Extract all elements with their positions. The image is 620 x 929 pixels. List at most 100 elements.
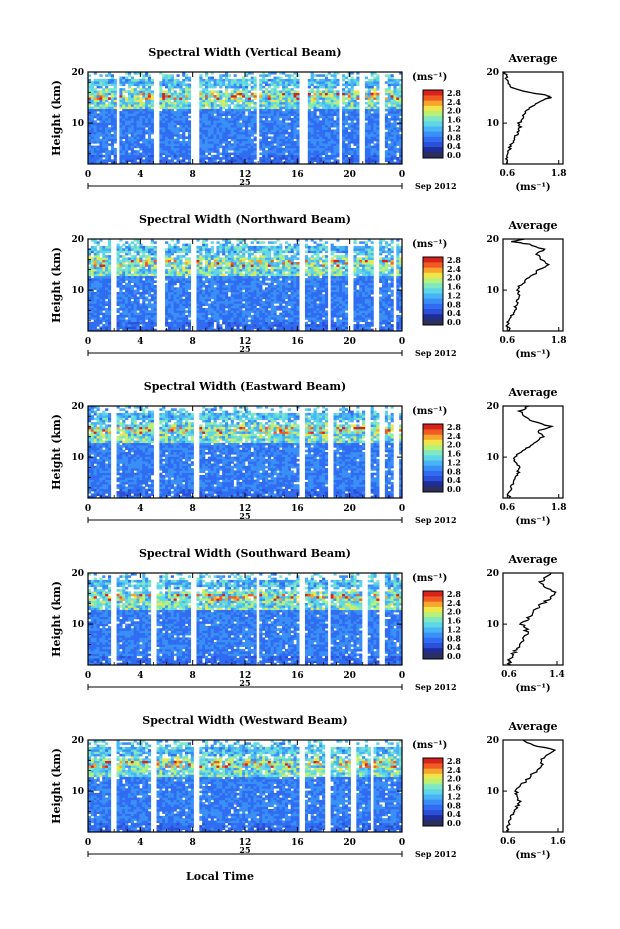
heatmap-cell bbox=[393, 134, 397, 137]
heatmap-cell bbox=[399, 134, 403, 137]
heatmap-cell bbox=[116, 324, 120, 327]
heatmap-cell bbox=[187, 319, 192, 323]
heatmap-cell bbox=[310, 88, 314, 91]
heatmap-cell bbox=[102, 97, 106, 100]
heatmap-cell bbox=[179, 266, 183, 270]
heatmap-cell bbox=[225, 90, 229, 93]
heatmap-cell bbox=[370, 157, 374, 160]
heatmap-cell bbox=[150, 78, 154, 82]
heatmap-cell bbox=[88, 314, 92, 318]
heatmap-cell bbox=[199, 152, 203, 156]
heatmap-cell bbox=[93, 99, 97, 103]
heatmap-cell bbox=[210, 108, 214, 112]
heatmap-cell bbox=[162, 113, 166, 116]
heatmap-cell bbox=[344, 154, 349, 158]
heatmap-cell bbox=[147, 88, 152, 91]
heatmap-cell bbox=[107, 314, 112, 318]
heatmap-cell bbox=[239, 136, 243, 139]
heatmap-cell bbox=[125, 154, 129, 158]
heatmap-cell bbox=[322, 115, 326, 119]
heatmap-cell bbox=[187, 141, 192, 144]
heatmap-cell bbox=[284, 108, 289, 112]
heatmap-cell bbox=[107, 72, 112, 75]
heatmap-cell bbox=[227, 321, 232, 325]
heatmap-cell bbox=[344, 106, 349, 110]
heatmap-cell bbox=[253, 138, 257, 142]
heatmap-cell bbox=[182, 122, 186, 126]
heatmap-cell bbox=[173, 147, 177, 151]
heatmap-cell bbox=[99, 245, 103, 249]
heatmap-cell bbox=[324, 147, 329, 151]
colorbar-tick-label: 0.0 bbox=[447, 150, 461, 160]
heatmap-cell bbox=[296, 145, 300, 149]
heatmap-cell bbox=[173, 83, 177, 87]
heatmap-cell bbox=[127, 301, 132, 304]
heatmap-cell bbox=[330, 90, 334, 93]
heatmap-cell bbox=[176, 273, 180, 277]
heatmap-cell bbox=[290, 104, 294, 107]
heatmap-cell bbox=[170, 124, 174, 128]
heatmap-cell bbox=[210, 92, 214, 96]
heatmap-cell bbox=[236, 78, 240, 82]
heatmap-cell bbox=[267, 104, 271, 107]
heatmap-cell bbox=[296, 118, 300, 121]
heatmap-cell bbox=[130, 131, 134, 135]
heatmap-cell bbox=[147, 280, 152, 283]
heatmap-cell bbox=[185, 115, 189, 119]
heatmap-cell bbox=[207, 262, 212, 265]
heatmap-cell bbox=[399, 90, 403, 93]
heatmap-cell bbox=[239, 143, 243, 146]
heatmap-cell bbox=[239, 92, 243, 96]
heatmap-cell bbox=[167, 90, 172, 93]
heatmap-cell bbox=[173, 157, 177, 160]
heatmap-cell bbox=[199, 83, 203, 87]
heatmap-cell bbox=[145, 124, 149, 128]
heatmap-cell bbox=[307, 150, 311, 153]
heatmap-cell bbox=[170, 248, 174, 251]
heatmap-cell bbox=[130, 104, 134, 107]
heatmap-cell bbox=[390, 92, 394, 96]
heatmap-cell bbox=[322, 138, 326, 142]
heatmap-cell bbox=[313, 78, 317, 82]
heatmap-cell bbox=[247, 147, 251, 151]
heatmap-cell bbox=[236, 122, 240, 126]
heatmap-cell bbox=[176, 305, 180, 309]
heatmap-cell bbox=[293, 92, 297, 96]
heatmap-cell bbox=[287, 76, 291, 80]
heatmap-cell bbox=[290, 83, 294, 87]
heatmap-cell bbox=[185, 271, 189, 274]
heatmap-cell bbox=[167, 92, 172, 96]
heatmap-cell bbox=[367, 115, 371, 119]
heatmap-cell bbox=[207, 141, 212, 144]
heatmap-cell bbox=[187, 296, 192, 300]
heatmap-cell bbox=[182, 294, 186, 297]
heatmap-cell bbox=[273, 152, 277, 156]
heatmap-cell bbox=[253, 154, 257, 158]
heatmap-cell bbox=[150, 259, 154, 263]
heatmap-cell bbox=[90, 312, 94, 316]
heatmap-cell bbox=[99, 291, 103, 295]
heatmap-cell bbox=[102, 159, 106, 162]
heatmap-cell bbox=[150, 308, 154, 311]
heatmap-cell bbox=[202, 92, 206, 96]
heatmap-cell bbox=[287, 122, 291, 126]
heatmap-cell bbox=[133, 268, 137, 272]
heatmap-cell bbox=[176, 99, 180, 103]
heatmap-cell bbox=[105, 312, 109, 316]
heatmap-cell bbox=[125, 314, 129, 318]
heatmap-cell bbox=[147, 268, 152, 272]
heatmap-cell bbox=[396, 108, 400, 112]
heatmap-cell bbox=[150, 127, 154, 130]
heatmap-cell bbox=[176, 78, 180, 82]
heatmap-cell bbox=[93, 310, 97, 313]
heatmap-cell bbox=[179, 273, 183, 277]
heatmap-cell bbox=[279, 150, 283, 153]
heatmap-cell bbox=[142, 280, 146, 283]
heatmap-cell bbox=[213, 287, 217, 290]
heatmap-cell bbox=[319, 141, 323, 144]
heatmap-cell bbox=[147, 157, 152, 160]
heatmap-cell bbox=[185, 264, 189, 267]
heatmap-cell bbox=[127, 321, 132, 325]
heatmap-cell bbox=[116, 301, 120, 304]
heatmap-cell bbox=[130, 259, 134, 263]
